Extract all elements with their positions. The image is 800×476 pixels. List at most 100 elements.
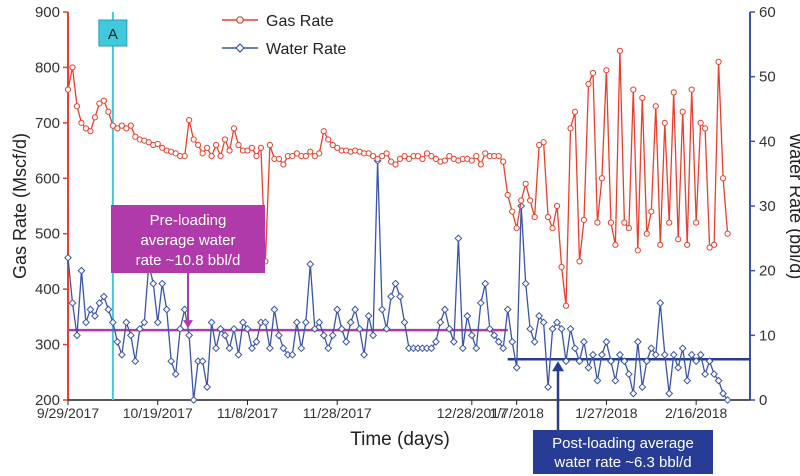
- data-point: [518, 197, 525, 204]
- data-point: [476, 299, 485, 307]
- data-point: [162, 305, 171, 314]
- data-point: [316, 150, 323, 157]
- data-point: [87, 128, 94, 135]
- data-point: [625, 225, 632, 232]
- right-tick-label: 50: [759, 69, 776, 86]
- data-point: [307, 148, 314, 155]
- data-point: [544, 213, 552, 221]
- data-point: [401, 153, 408, 160]
- data-point: [186, 116, 193, 124]
- data-point: [135, 324, 144, 333]
- right-tick-label: 20: [759, 263, 776, 280]
- data-point: [310, 324, 319, 333]
- data-point: [719, 389, 727, 398]
- data-point: [531, 213, 538, 221]
- data-point: [392, 161, 399, 168]
- x-tick-label: 11/8/2017: [217, 405, 278, 421]
- data-point: [158, 279, 167, 288]
- data-point: [275, 155, 282, 162]
- data-point: [615, 350, 624, 359]
- left-tick-label: 200: [35, 392, 60, 409]
- left-y-tick-labels: 200 300 400 500 600 700 800 900: [35, 4, 68, 409]
- data-point: [571, 108, 579, 115]
- data-point: [99, 292, 108, 301]
- data-point: [364, 312, 373, 320]
- x-tick-label: 1/27/2018: [575, 405, 637, 421]
- right-tick-label: 10: [759, 327, 776, 344]
- data-point: [611, 376, 620, 385]
- data-point: [472, 344, 481, 353]
- marker-a-box: [98, 19, 128, 47]
- data-point: [427, 344, 436, 353]
- data-point: [441, 157, 448, 164]
- data-point: [225, 344, 234, 353]
- data-point: [122, 318, 131, 327]
- data-point: [678, 344, 687, 353]
- data-point: [419, 155, 426, 162]
- data-point: [571, 344, 579, 353]
- data-point: [557, 324, 566, 333]
- data-point: [539, 318, 548, 327]
- post-loading-text-2: water rate ~6.3 bbl/d: [553, 454, 691, 471]
- data-point: [440, 305, 449, 314]
- data-point: [697, 119, 704, 126]
- data-point: [513, 225, 520, 232]
- data-point: [639, 94, 646, 102]
- data-point: [535, 312, 544, 320]
- x-axis-label: Time (days): [350, 429, 450, 450]
- data-point: [693, 219, 700, 226]
- data-point: [198, 357, 207, 366]
- data-point: [490, 331, 499, 340]
- data-point: [96, 100, 103, 107]
- data-point: [383, 150, 390, 157]
- data-point: [248, 144, 256, 151]
- data-point: [701, 370, 710, 379]
- left-tick-label: 900: [35, 4, 60, 21]
- data-point: [432, 155, 440, 162]
- data-point: [670, 89, 677, 96]
- data-point: [576, 258, 583, 265]
- data-point: [446, 153, 453, 160]
- data-point: [603, 67, 610, 74]
- data-point: [648, 208, 655, 215]
- data-point: [325, 136, 332, 143]
- data-point: [432, 337, 440, 346]
- data-point: [185, 331, 194, 340]
- data-point: [630, 86, 637, 93]
- data-point: [702, 125, 709, 132]
- data-point: [217, 153, 224, 160]
- data-point: [274, 331, 283, 340]
- data-point: [598, 350, 606, 359]
- x-tick-label: 11/28/2017: [303, 405, 372, 421]
- data-point: [351, 305, 360, 314]
- data-point: [248, 344, 256, 353]
- data-point: [589, 69, 597, 77]
- data-point: [666, 219, 673, 226]
- left-tick-label: 400: [35, 281, 60, 298]
- data-point: [669, 350, 678, 359]
- data-point: [104, 305, 113, 314]
- data-point: [216, 324, 225, 333]
- data-point: [517, 202, 526, 210]
- data-point: [661, 119, 668, 126]
- data-point: [575, 357, 584, 366]
- data-point: [370, 153, 377, 160]
- legend-water-label: Water Rate: [266, 41, 346, 58]
- data-point: [91, 114, 99, 121]
- data-point: [679, 108, 686, 115]
- left-tick-label: 700: [35, 115, 60, 132]
- data-point: [553, 318, 561, 327]
- marker-a-label: A: [108, 26, 118, 43]
- data-point: [458, 344, 467, 353]
- data-point: [234, 350, 243, 359]
- data-point: [684, 241, 691, 248]
- data-point: [253, 153, 260, 160]
- post-loading-annotation: Post-loading average water rate ~6.3 bbl…: [533, 361, 713, 474]
- data-point: [548, 324, 557, 333]
- data-point: [454, 234, 463, 243]
- data-point: [584, 363, 593, 372]
- data-point: [674, 363, 683, 372]
- data-point: [239, 318, 247, 327]
- data-point: [643, 230, 650, 237]
- data-point: [337, 324, 346, 333]
